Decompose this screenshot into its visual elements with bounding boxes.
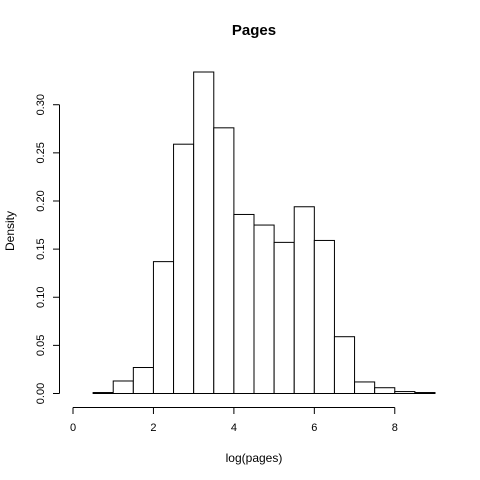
- histogram-bar-7: [213, 127, 235, 394]
- histogram-bar-15: [374, 387, 396, 394]
- histogram-bar-17: [414, 392, 436, 394]
- histogram-bar-5: [173, 143, 195, 394]
- histogram-bar-14: [354, 381, 376, 394]
- x-tick-label-2: 4: [231, 422, 237, 434]
- y-axis-label: Density: [3, 211, 17, 251]
- y-tick-label-4: 0.20: [35, 190, 47, 211]
- y-tick-label-6: 0.30: [35, 94, 47, 115]
- histogram-bar-9: [253, 224, 275, 394]
- histogram-bar-6: [193, 71, 215, 394]
- histogram-bar-1: [92, 392, 114, 394]
- histogram-bar-10: [273, 241, 295, 394]
- x-axis-label: log(pages): [226, 451, 283, 465]
- x-axis: 0 2 4 6 8: [70, 407, 398, 434]
- histogram-bar-12: [313, 239, 335, 394]
- x-tick-label-3: 6: [311, 422, 317, 434]
- y-tick-label-5: 0.25: [35, 142, 47, 163]
- y-tick-label-0: 0.00: [35, 383, 47, 404]
- histogram-bar-16: [394, 391, 416, 395]
- y-tick-label-3: 0.15: [35, 238, 47, 259]
- histogram-bar-3: [132, 367, 154, 394]
- y-tick-label-1: 0.05: [35, 335, 47, 356]
- histogram-bar-11: [293, 206, 315, 394]
- histogram-bar-13: [333, 336, 356, 394]
- y-axis: 0.00 0.05 0.10 0.15 0.20 0.25 0.30: [35, 94, 60, 404]
- chart-title: Pages: [232, 22, 276, 39]
- histogram-bar-2: [112, 380, 134, 395]
- y-tick-label-2: 0.10: [35, 287, 47, 308]
- x-tick-label-1: 2: [150, 422, 156, 434]
- histogram-bar-8: [233, 213, 255, 394]
- histogram-bar-4: [152, 261, 175, 395]
- bars-group: [92, 71, 436, 395]
- x-tick-label-0: 0: [70, 422, 76, 434]
- x-tick-label-4: 8: [392, 422, 398, 434]
